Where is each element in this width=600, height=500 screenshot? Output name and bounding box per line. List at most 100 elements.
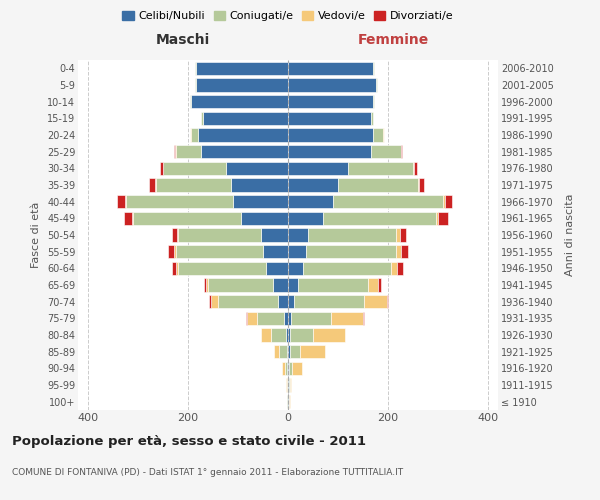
Bar [287, 345, 288, 358]
Bar [196, 62, 288, 75]
Bar [245, 312, 247, 325]
Legend: Celibi/Nubili, Coniugati/e, Vedovi/e, Divorziati/e: Celibi/Nubili, Coniugati/e, Vedovi/e, Di… [122, 10, 454, 21]
Bar [290, 328, 313, 342]
Bar [333, 195, 443, 208]
Bar [373, 62, 374, 75]
Bar [323, 212, 436, 225]
Bar [373, 128, 383, 141]
Bar [200, 145, 288, 158]
Bar [289, 362, 292, 375]
Bar [288, 245, 305, 258]
Bar [288, 262, 303, 275]
Bar [282, 362, 284, 375]
Bar [443, 195, 445, 208]
Bar [401, 145, 402, 158]
Bar [363, 312, 364, 325]
Bar [419, 178, 424, 192]
Bar [124, 212, 131, 225]
Bar [176, 245, 263, 258]
Bar [218, 295, 278, 308]
Bar [371, 145, 401, 158]
Bar [288, 328, 290, 342]
Bar [174, 245, 175, 258]
Bar [265, 262, 288, 275]
Bar [287, 362, 288, 375]
Bar [313, 328, 345, 342]
Bar [364, 295, 386, 308]
Bar [208, 278, 273, 291]
Bar [173, 145, 175, 158]
Bar [294, 295, 364, 308]
Bar [391, 262, 397, 275]
Bar [278, 295, 288, 308]
Bar [274, 345, 279, 358]
Bar [414, 162, 416, 175]
Bar [418, 178, 419, 192]
Bar [438, 212, 448, 225]
Bar [401, 245, 408, 258]
Bar [368, 278, 378, 291]
Bar [168, 245, 174, 258]
Bar [209, 295, 211, 308]
Text: Femmine: Femmine [358, 32, 428, 46]
Bar [290, 345, 299, 358]
Bar [279, 345, 287, 358]
Bar [124, 195, 125, 208]
Bar [230, 178, 288, 192]
Bar [204, 278, 205, 291]
Bar [211, 295, 218, 308]
Y-axis label: Fasce di età: Fasce di età [31, 202, 41, 268]
Bar [288, 62, 373, 75]
Bar [191, 128, 198, 141]
Bar [284, 362, 287, 375]
Bar [260, 328, 271, 342]
Bar [133, 212, 241, 225]
Bar [163, 162, 226, 175]
Bar [273, 278, 288, 291]
Bar [286, 328, 288, 342]
Bar [160, 162, 163, 175]
Bar [308, 228, 395, 241]
Bar [290, 312, 331, 325]
Bar [386, 295, 388, 308]
Bar [288, 162, 348, 175]
Bar [288, 295, 294, 308]
Bar [190, 95, 288, 108]
Bar [445, 195, 452, 208]
Bar [247, 312, 257, 325]
Text: COMUNE DI FONTANIVA (PD) - Dati ISTAT 1° gennaio 2011 - Elaborazione TUTTITALIA.: COMUNE DI FONTANIVA (PD) - Dati ISTAT 1°… [12, 468, 403, 477]
Bar [233, 195, 288, 208]
Bar [175, 262, 178, 275]
Y-axis label: Anni di nascita: Anni di nascita [565, 194, 575, 276]
Bar [288, 128, 373, 141]
Bar [338, 178, 418, 192]
Bar [288, 278, 298, 291]
Bar [288, 95, 373, 108]
Bar [226, 162, 288, 175]
Bar [172, 228, 176, 241]
Bar [260, 228, 288, 241]
Bar [288, 78, 376, 92]
Bar [178, 262, 265, 275]
Bar [288, 345, 290, 358]
Bar [305, 245, 395, 258]
Bar [303, 262, 391, 275]
Bar [397, 262, 403, 275]
Bar [284, 312, 288, 325]
Bar [400, 228, 406, 241]
Bar [131, 212, 133, 225]
Bar [149, 178, 155, 192]
Bar [413, 162, 414, 175]
Text: Popolazione per età, sesso e stato civile - 2011: Popolazione per età, sesso e stato civil… [12, 435, 366, 448]
Bar [288, 228, 308, 241]
Bar [288, 145, 371, 158]
Bar [298, 278, 368, 291]
Bar [257, 312, 284, 325]
Bar [373, 95, 374, 108]
Bar [299, 345, 325, 358]
Bar [288, 195, 333, 208]
Bar [348, 162, 413, 175]
Bar [376, 78, 377, 92]
Bar [289, 378, 290, 392]
Bar [176, 228, 178, 241]
